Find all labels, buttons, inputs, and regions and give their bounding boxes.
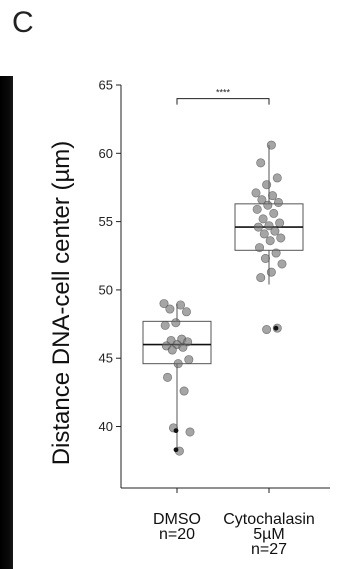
data-points bbox=[159, 140, 287, 456]
data-point bbox=[266, 267, 276, 277]
data-point bbox=[277, 259, 287, 269]
data-point bbox=[259, 229, 269, 239]
data-point bbox=[257, 195, 267, 205]
y-tick-label: 65 bbox=[99, 78, 113, 93]
y-tick-label: 60 bbox=[99, 146, 113, 161]
data-point bbox=[173, 359, 183, 369]
data-point bbox=[265, 236, 275, 246]
data-point bbox=[165, 304, 175, 314]
data-point bbox=[256, 158, 266, 168]
significance-bracket: **** bbox=[176, 88, 270, 105]
data-point bbox=[253, 222, 263, 232]
data-point bbox=[264, 221, 274, 231]
data-point bbox=[269, 208, 279, 218]
category-label: Cytochalasin bbox=[223, 511, 315, 528]
data-point bbox=[272, 173, 282, 183]
category-label: n=27 bbox=[251, 541, 287, 558]
y-axis-label: Distance DNA-cell center (µm) bbox=[48, 141, 75, 466]
data-point bbox=[181, 307, 191, 317]
data-point bbox=[268, 191, 278, 201]
image-panel-edge bbox=[0, 76, 13, 569]
data-point bbox=[178, 342, 188, 352]
data-point bbox=[266, 140, 276, 150]
outlier-point bbox=[173, 447, 179, 453]
data-point bbox=[276, 233, 286, 243]
panel-letter: C bbox=[12, 6, 34, 39]
y-tick-label: 40 bbox=[99, 419, 113, 434]
data-point bbox=[167, 345, 177, 355]
data-point bbox=[171, 318, 181, 328]
y-tick-label: 55 bbox=[99, 214, 113, 229]
outlier-point bbox=[273, 325, 279, 331]
data-point bbox=[256, 273, 266, 283]
data-point bbox=[185, 427, 195, 437]
data-point bbox=[270, 226, 280, 236]
data-point bbox=[262, 180, 272, 190]
data-point bbox=[271, 248, 281, 258]
boxes bbox=[142, 145, 304, 452]
category-label: n=20 bbox=[159, 526, 195, 543]
category-label: 5µM bbox=[253, 526, 284, 543]
data-point bbox=[258, 214, 268, 224]
y-axis: 40 45 50 55 60 65 bbox=[99, 78, 330, 493]
data-point bbox=[275, 218, 285, 228]
significance-label: **** bbox=[216, 88, 231, 98]
data-point bbox=[255, 243, 265, 253]
category-label: DMSO bbox=[153, 511, 201, 528]
data-point bbox=[263, 200, 273, 210]
data-point bbox=[251, 188, 261, 198]
data-point bbox=[273, 197, 283, 207]
y-tick-label: 50 bbox=[99, 282, 113, 297]
data-point bbox=[262, 325, 272, 335]
data-point bbox=[176, 300, 186, 310]
data-point bbox=[252, 204, 262, 214]
data-point bbox=[159, 299, 169, 309]
bracket-line bbox=[176, 98, 270, 105]
data-point bbox=[260, 253, 270, 263]
data-point bbox=[163, 372, 173, 382]
data-point bbox=[160, 320, 170, 330]
data-point bbox=[179, 386, 189, 396]
y-tick-label: 45 bbox=[99, 351, 113, 366]
outlier-point bbox=[173, 428, 179, 434]
data-point bbox=[184, 355, 194, 365]
